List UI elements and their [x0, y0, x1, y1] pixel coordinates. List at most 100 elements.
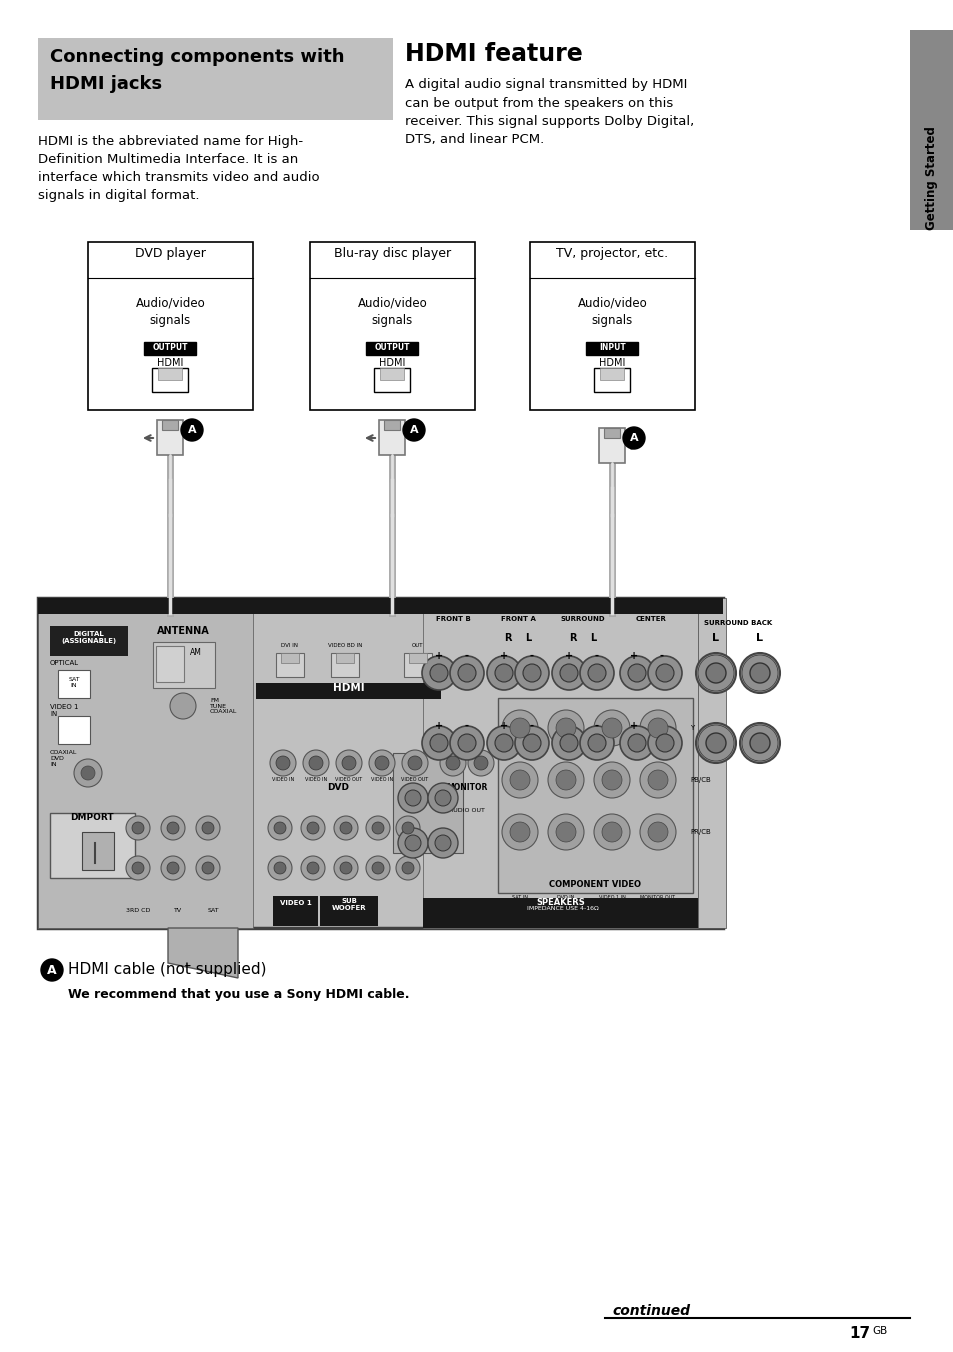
- Circle shape: [749, 733, 769, 753]
- Text: A: A: [188, 425, 196, 435]
- Circle shape: [639, 814, 676, 850]
- Circle shape: [450, 726, 483, 760]
- Circle shape: [522, 734, 540, 752]
- Circle shape: [395, 856, 419, 880]
- Circle shape: [749, 662, 769, 683]
- Bar: [152, 368, 189, 392]
- Text: MONITOR OUT: MONITOR OUT: [639, 895, 675, 900]
- Polygon shape: [168, 927, 237, 977]
- Circle shape: [170, 694, 195, 719]
- Text: DMPORT: DMPORT: [71, 813, 113, 822]
- Circle shape: [559, 734, 578, 752]
- Circle shape: [41, 959, 63, 982]
- Circle shape: [421, 726, 456, 760]
- Text: Audio/video
signals: Audio/video signals: [357, 297, 427, 327]
- Circle shape: [309, 756, 323, 771]
- Circle shape: [639, 763, 676, 798]
- Text: INPUT: INPUT: [598, 343, 625, 353]
- Text: VIDEO BD IN: VIDEO BD IN: [328, 644, 362, 648]
- Bar: [38, 598, 253, 927]
- Bar: [152, 642, 214, 688]
- Circle shape: [450, 656, 483, 690]
- Text: Audio/video
signals: Audio/video signals: [135, 297, 205, 327]
- Circle shape: [167, 863, 179, 873]
- Bar: [497, 698, 692, 894]
- Circle shape: [402, 419, 424, 441]
- Text: A: A: [47, 964, 57, 976]
- Circle shape: [439, 750, 465, 776]
- Circle shape: [705, 733, 725, 753]
- Circle shape: [594, 814, 629, 850]
- Bar: [422, 898, 698, 927]
- Circle shape: [647, 656, 681, 690]
- Circle shape: [601, 822, 621, 842]
- Circle shape: [501, 814, 537, 850]
- Circle shape: [195, 817, 220, 840]
- Circle shape: [405, 836, 420, 850]
- Circle shape: [270, 750, 295, 776]
- Text: SUB
WOOFER: SUB WOOFER: [332, 898, 366, 911]
- Bar: [366, 342, 418, 356]
- Circle shape: [696, 653, 735, 694]
- Circle shape: [301, 817, 325, 840]
- Text: SPEAKERS: SPEAKERS: [536, 898, 584, 907]
- Circle shape: [510, 822, 530, 842]
- Circle shape: [339, 863, 352, 873]
- Circle shape: [435, 790, 451, 806]
- Bar: [38, 598, 722, 614]
- Circle shape: [501, 710, 537, 746]
- Circle shape: [161, 817, 185, 840]
- Circle shape: [428, 783, 457, 813]
- Text: -: -: [659, 721, 663, 731]
- Circle shape: [696, 723, 735, 763]
- Bar: [378, 420, 405, 456]
- Circle shape: [556, 822, 576, 842]
- Bar: [50, 813, 135, 877]
- Text: MONITOR: MONITOR: [446, 783, 487, 792]
- Circle shape: [334, 817, 357, 840]
- Circle shape: [556, 771, 576, 790]
- Circle shape: [556, 718, 576, 738]
- Bar: [82, 831, 113, 869]
- Text: Connecting components with: Connecting components with: [50, 49, 344, 66]
- Text: AM: AM: [190, 648, 202, 657]
- Circle shape: [268, 817, 292, 840]
- Circle shape: [510, 771, 530, 790]
- Bar: [319, 896, 377, 926]
- Circle shape: [401, 822, 414, 834]
- Circle shape: [428, 827, 457, 859]
- Text: CENTER: CENTER: [635, 617, 666, 622]
- Text: SAT: SAT: [207, 907, 218, 913]
- Circle shape: [275, 756, 290, 771]
- Circle shape: [397, 827, 428, 859]
- Bar: [158, 368, 182, 380]
- Text: -: -: [530, 721, 534, 731]
- Text: -: -: [595, 652, 598, 661]
- Text: A: A: [409, 425, 417, 435]
- Bar: [375, 368, 410, 392]
- Circle shape: [656, 734, 673, 752]
- Bar: [380, 368, 404, 380]
- Circle shape: [366, 856, 390, 880]
- Text: DVD player: DVD player: [135, 247, 206, 261]
- Text: HDMI: HDMI: [379, 358, 405, 368]
- Text: DVD IN: DVD IN: [557, 895, 574, 900]
- Circle shape: [486, 726, 520, 760]
- Circle shape: [334, 856, 357, 880]
- Text: DVD: DVD: [327, 783, 349, 792]
- Circle shape: [126, 817, 150, 840]
- Text: VIDEO IN: VIDEO IN: [305, 777, 327, 781]
- Text: VIDEO IN: VIDEO IN: [272, 777, 294, 781]
- Circle shape: [167, 822, 179, 834]
- Text: HDMI is the abbreviated name for High-
Definition Multimedia Interface. It is an: HDMI is the abbreviated name for High- D…: [38, 135, 319, 201]
- Bar: [157, 420, 183, 456]
- Circle shape: [559, 664, 578, 681]
- Circle shape: [587, 664, 605, 681]
- Text: +: +: [629, 721, 638, 731]
- Circle shape: [195, 856, 220, 880]
- Circle shape: [274, 863, 286, 873]
- Circle shape: [594, 710, 629, 746]
- Circle shape: [515, 656, 548, 690]
- Circle shape: [202, 822, 213, 834]
- Circle shape: [647, 771, 667, 790]
